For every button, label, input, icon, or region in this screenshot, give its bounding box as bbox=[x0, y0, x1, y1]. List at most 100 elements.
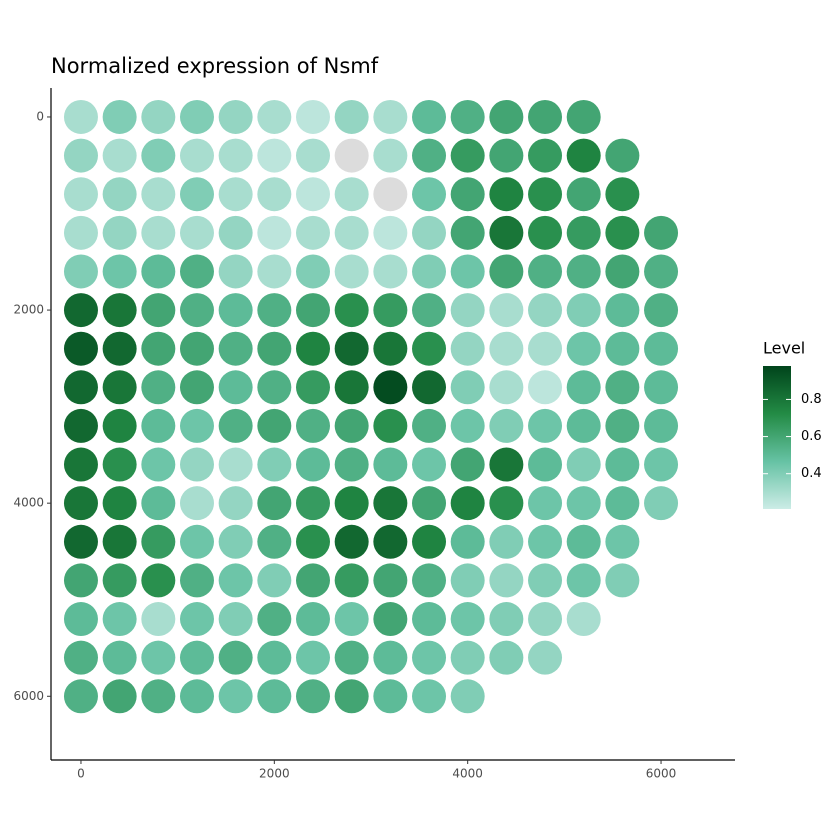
spot bbox=[605, 486, 640, 521]
spot bbox=[605, 370, 640, 405]
x-tick-label: 2000 bbox=[259, 767, 290, 781]
spot bbox=[566, 138, 601, 173]
spot bbox=[141, 640, 176, 675]
spot bbox=[373, 99, 408, 134]
spot bbox=[566, 486, 601, 521]
spot bbox=[141, 215, 176, 250]
spot bbox=[334, 679, 369, 714]
spot bbox=[412, 640, 447, 675]
spot bbox=[257, 293, 292, 328]
spot bbox=[489, 563, 524, 598]
spot bbox=[412, 293, 447, 328]
spot bbox=[179, 331, 214, 366]
spot bbox=[373, 447, 408, 482]
spot bbox=[102, 563, 137, 598]
spot bbox=[141, 408, 176, 443]
spot bbox=[257, 370, 292, 405]
spot bbox=[566, 293, 601, 328]
spot bbox=[450, 215, 485, 250]
spot bbox=[450, 486, 485, 521]
spot bbox=[63, 563, 98, 598]
spot bbox=[489, 254, 524, 289]
spot bbox=[644, 447, 679, 482]
spot bbox=[528, 99, 563, 134]
spot bbox=[257, 331, 292, 366]
spot bbox=[295, 370, 330, 405]
legend-title: Level bbox=[763, 339, 805, 358]
spot bbox=[218, 408, 253, 443]
colorbar-label: 0.4 bbox=[801, 466, 822, 481]
spot bbox=[489, 331, 524, 366]
spot bbox=[373, 486, 408, 521]
spot bbox=[102, 640, 137, 675]
spot bbox=[257, 177, 292, 212]
spot bbox=[257, 602, 292, 637]
spot bbox=[489, 447, 524, 482]
spot bbox=[644, 293, 679, 328]
spot bbox=[295, 331, 330, 366]
spot bbox=[412, 370, 447, 405]
spot bbox=[141, 331, 176, 366]
spot bbox=[141, 177, 176, 212]
spot bbox=[412, 486, 447, 521]
spot bbox=[334, 215, 369, 250]
spot bbox=[450, 293, 485, 328]
spot bbox=[179, 563, 214, 598]
spot bbox=[528, 177, 563, 212]
spot bbox=[141, 524, 176, 559]
spot bbox=[295, 563, 330, 598]
spot bbox=[257, 640, 292, 675]
spot bbox=[566, 99, 601, 134]
spot bbox=[450, 138, 485, 173]
spot bbox=[334, 447, 369, 482]
spot bbox=[528, 447, 563, 482]
y-tick-label: 2000 bbox=[13, 303, 44, 317]
spot bbox=[605, 447, 640, 482]
spot bbox=[566, 177, 601, 212]
spot bbox=[450, 524, 485, 559]
spot bbox=[257, 408, 292, 443]
spot bbox=[605, 293, 640, 328]
spot bbox=[450, 679, 485, 714]
spot bbox=[141, 486, 176, 521]
spot bbox=[141, 679, 176, 714]
spot bbox=[63, 408, 98, 443]
spot bbox=[489, 640, 524, 675]
spot bbox=[218, 524, 253, 559]
spot bbox=[489, 370, 524, 405]
spot bbox=[295, 254, 330, 289]
spot bbox=[373, 524, 408, 559]
spot bbox=[218, 138, 253, 173]
y-tick-label: 0 bbox=[36, 109, 44, 123]
spot bbox=[566, 602, 601, 637]
spot bbox=[295, 447, 330, 482]
spot bbox=[450, 408, 485, 443]
spot bbox=[257, 138, 292, 173]
spot bbox=[218, 640, 253, 675]
spot bbox=[63, 177, 98, 212]
spot bbox=[179, 293, 214, 328]
spot bbox=[179, 370, 214, 405]
spot bbox=[605, 254, 640, 289]
spot bbox=[218, 563, 253, 598]
spot bbox=[412, 679, 447, 714]
spot bbox=[295, 640, 330, 675]
spot bbox=[373, 640, 408, 675]
points bbox=[63, 99, 679, 714]
spot bbox=[605, 331, 640, 366]
spot bbox=[141, 447, 176, 482]
spot bbox=[102, 254, 137, 289]
spot bbox=[257, 447, 292, 482]
spot bbox=[373, 177, 408, 212]
spot bbox=[528, 138, 563, 173]
spot bbox=[566, 215, 601, 250]
spot bbox=[489, 486, 524, 521]
spot bbox=[218, 215, 253, 250]
spot bbox=[179, 215, 214, 250]
spot bbox=[218, 293, 253, 328]
spot bbox=[295, 602, 330, 637]
spot bbox=[334, 99, 369, 134]
spot bbox=[295, 215, 330, 250]
spot bbox=[218, 602, 253, 637]
spot bbox=[489, 215, 524, 250]
